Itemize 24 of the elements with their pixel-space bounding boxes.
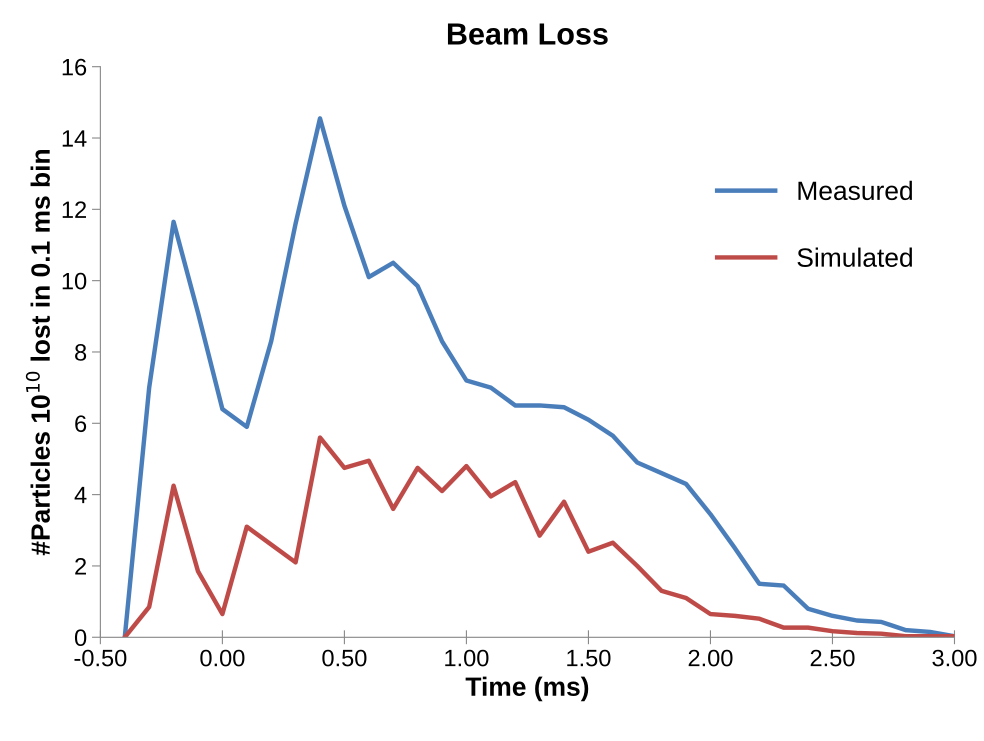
x-tick-label: 0.00 <box>200 650 244 666</box>
y-tick-label: 2 <box>75 558 86 574</box>
x-tick-label: 1.50 <box>567 650 610 666</box>
chart-title: Beam Loss <box>448 23 608 45</box>
y-tick-label: 12 <box>62 201 86 218</box>
x-tick-label: -0.50 <box>74 650 126 666</box>
y-tick-label: 10 <box>62 272 86 290</box>
x-tick-label: 3.00 <box>932 650 977 666</box>
y-tick-label: 6 <box>75 415 86 432</box>
y-tick-label: 16 <box>62 58 86 76</box>
x-tick-label: 2.50 <box>810 650 855 666</box>
y-axis-title: #Particles 10$^{10}$ lost in 0.1 ms bin <box>26 150 50 556</box>
x-tick-label: 1.00 <box>445 650 488 666</box>
x-axis-title: Time (ms) <box>466 676 588 702</box>
line-series <box>122 435 954 638</box>
x-tick-label: 0.50 <box>322 650 366 666</box>
x-tick-label: 2.00 <box>688 650 733 666</box>
legend-label: Simulated <box>798 248 912 267</box>
y-tick-label: 14 <box>62 130 86 147</box>
y-tick-label: 8 <box>75 344 86 361</box>
y-tick-label: 4 <box>74 486 86 504</box>
line-series <box>122 116 954 638</box>
legend-label: Measured <box>798 180 912 200</box>
y-tick-label: 0 <box>74 629 86 646</box>
